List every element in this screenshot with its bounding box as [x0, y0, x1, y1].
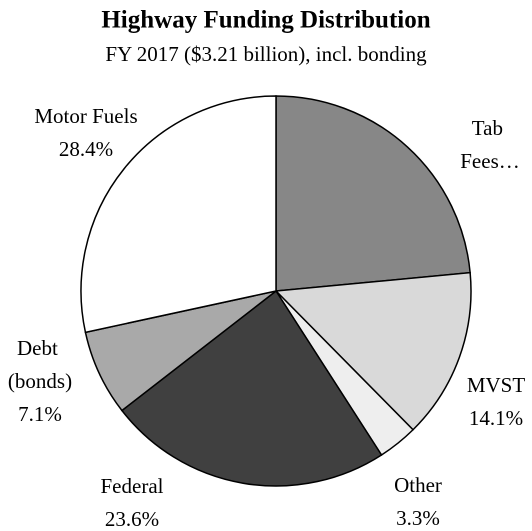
slice-label: Other [394, 473, 442, 497]
pie-slice [275, 95, 471, 292]
slice-value-label: 23.6% [105, 507, 159, 531]
slice-label: Federal [101, 474, 164, 498]
chart-title: Highway Funding Distribution [101, 7, 430, 34]
chart-subtitle: FY 2017 ($3.21 billion), incl. bonding [105, 42, 427, 66]
pie-slice [274, 271, 472, 431]
pie-slice [80, 95, 277, 334]
slice-value-label: 14.1% [469, 406, 523, 430]
slice-label: Debt (bonds) [8, 336, 72, 393]
slice-value-label: 28.4% [59, 137, 113, 161]
slice-label: MVST [467, 373, 526, 397]
slice-label: Tab Fees… [460, 116, 520, 173]
slice-value-label: 7.1% [18, 402, 62, 426]
pie-slice [120, 289, 383, 487]
slice-label: Motor Fuels [34, 104, 137, 128]
slice-value-label: 3.3% [396, 506, 440, 530]
